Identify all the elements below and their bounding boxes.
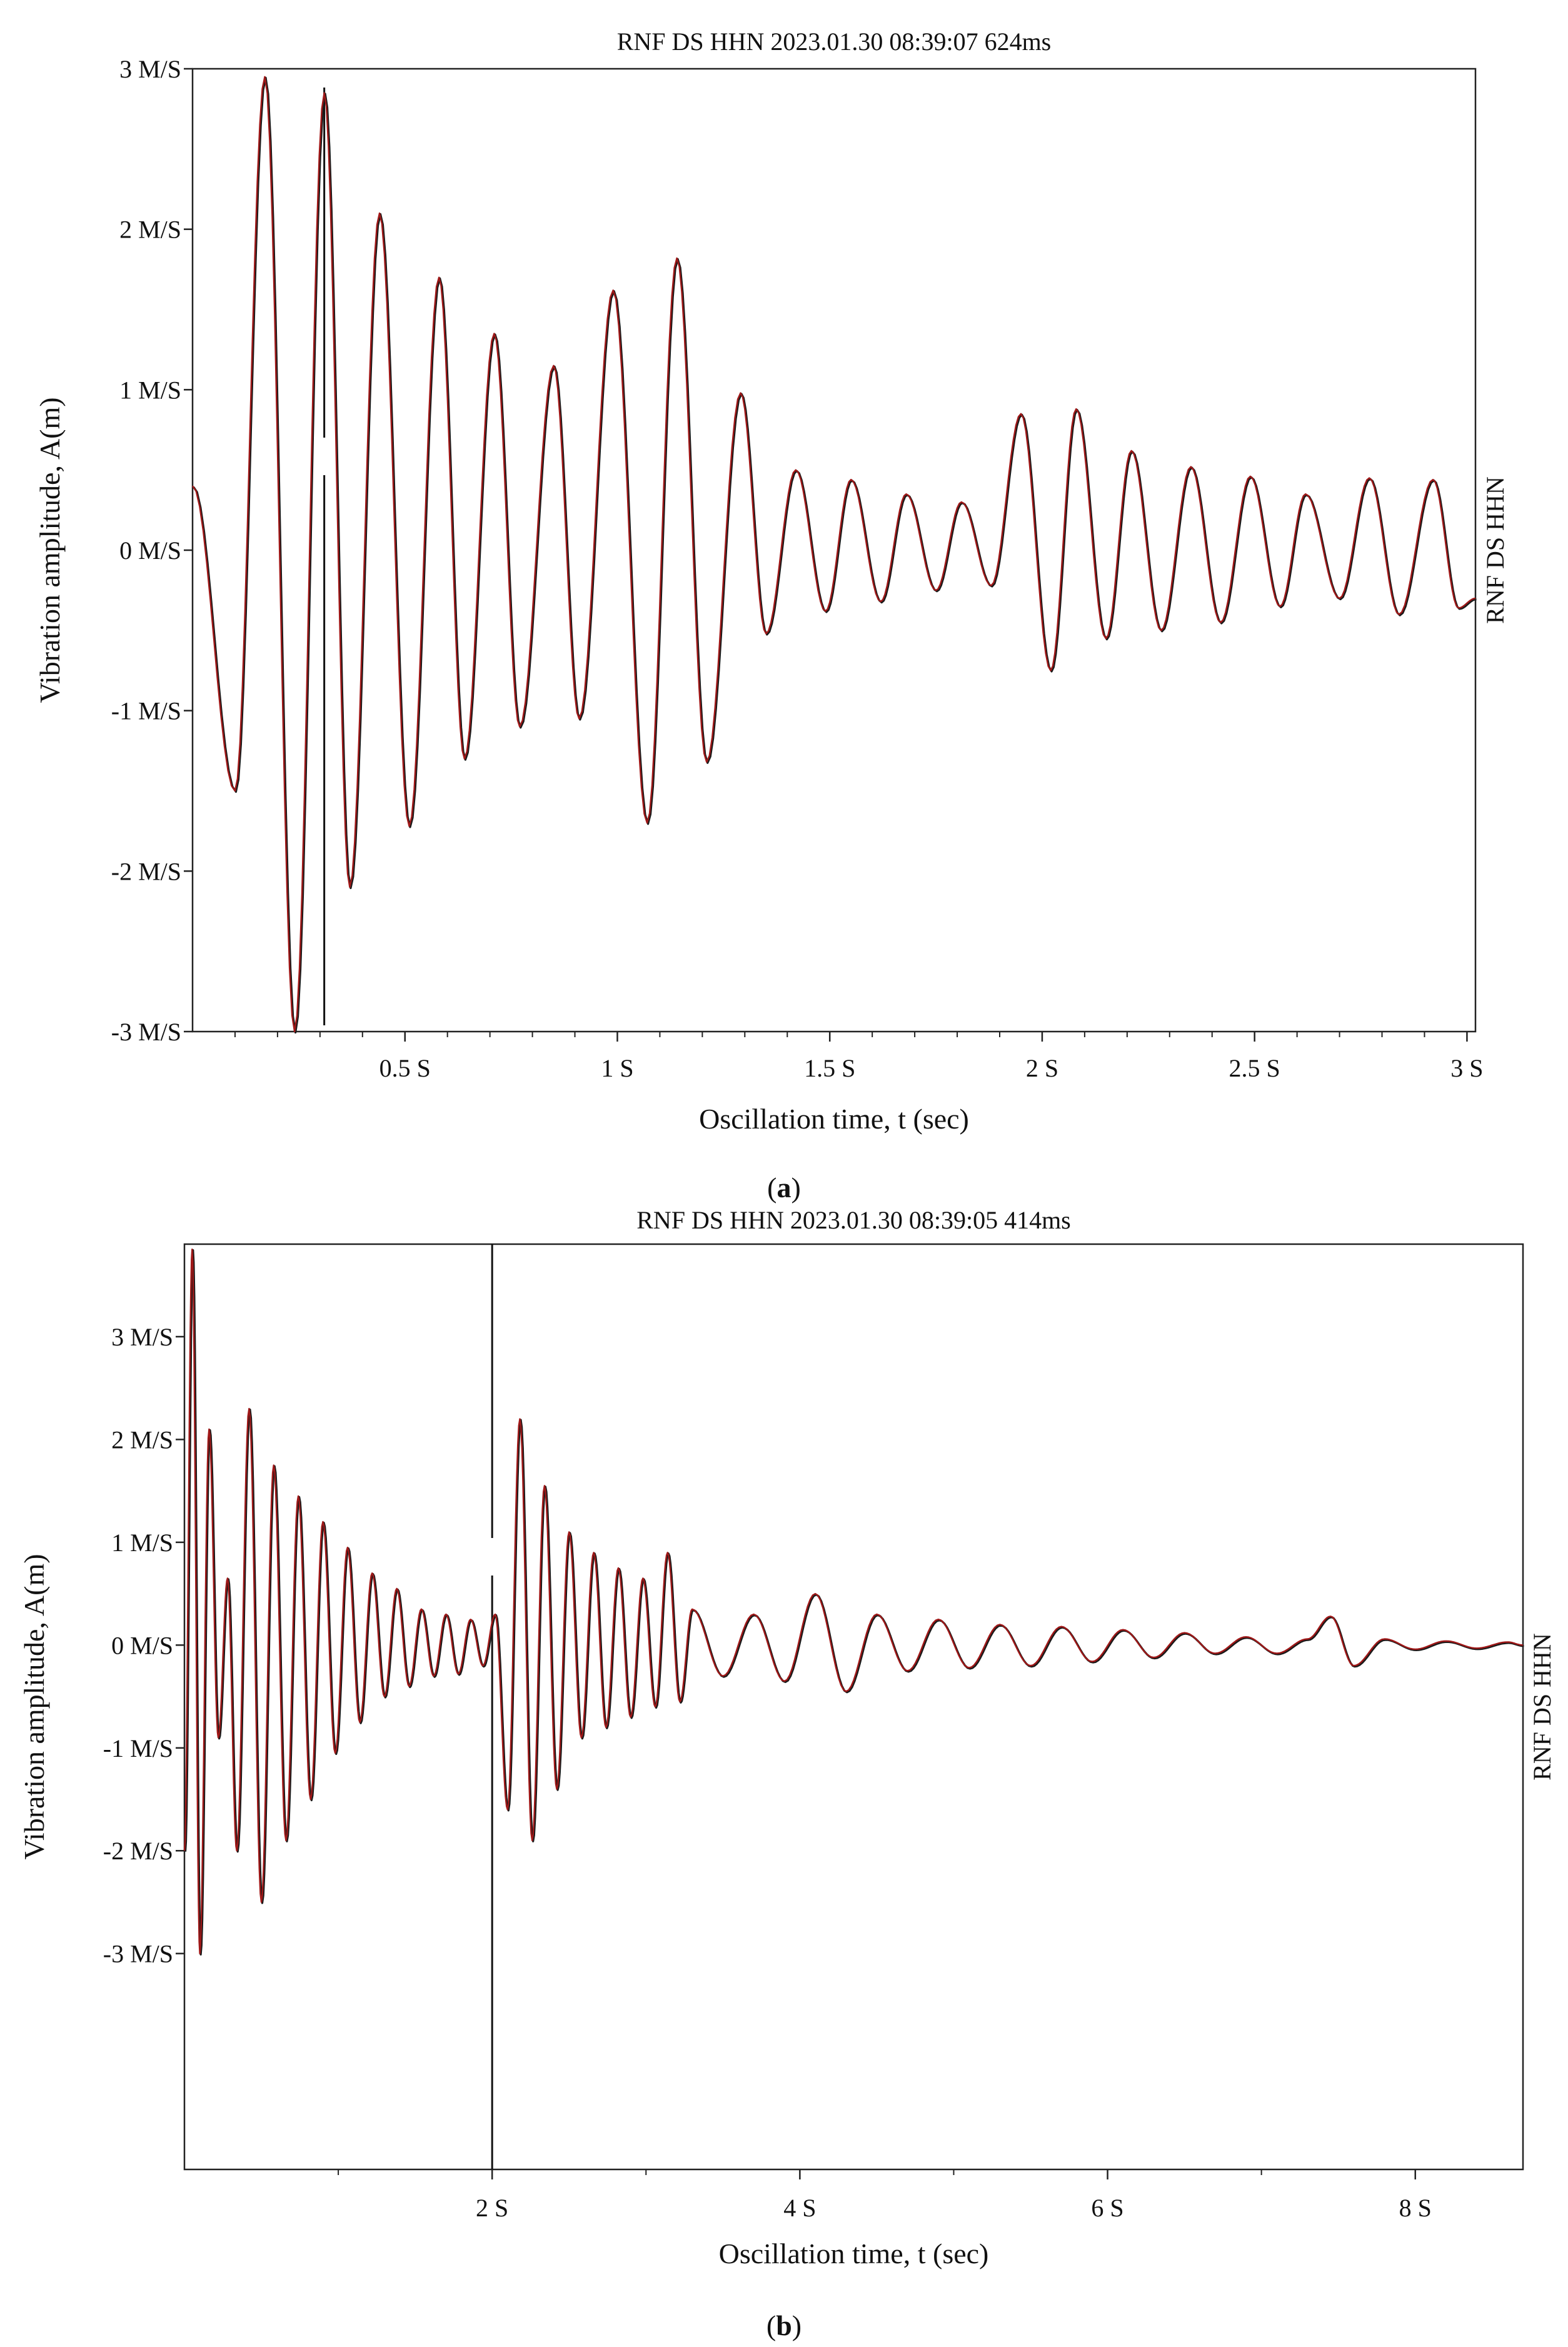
x-tick-label: 6 S <box>1091 2194 1123 2222</box>
y-tick-label: -1 M/S <box>111 697 181 725</box>
x-tick-label: 2 S <box>476 2194 508 2222</box>
x-tick-label: 8 S <box>1399 2194 1432 2222</box>
chart-title: RNF DS HHN 2023.01.30 08:39:07 624ms <box>617 28 1052 56</box>
y-tick-label: -2 M/S <box>103 1837 173 1865</box>
caption-a: (a) <box>767 1172 801 1204</box>
x-tick-label: 0.5 S <box>379 1054 431 1082</box>
y-tick-label: 1 M/S <box>111 1529 173 1557</box>
y-axis-label: Vibration amplitude, A(m) <box>18 1554 50 1859</box>
right-channel-label: RNF DS HHN <box>1481 476 1509 624</box>
y-tick-label: 3 M/S <box>119 55 181 83</box>
y-tick-label: 0 M/S <box>111 1631 173 1659</box>
chart-title: RNF DS HHN 2023.01.30 08:39:05 414ms <box>636 1206 1071 1234</box>
waveform-shadow <box>184 1249 1524 1956</box>
waveform-shadow <box>193 76 1477 1034</box>
x-tick-label: 4 S <box>783 2194 816 2222</box>
waveform-trace <box>192 76 1476 1033</box>
chart-b: RNF DS HHN 2023.01.30 08:39:05 414ms 3 M/… <box>18 1206 1556 2269</box>
y-tick-label: 0 M/S <box>119 536 181 565</box>
y-tick-label: 2 M/S <box>111 1425 173 1454</box>
y-axis-label: Vibration amplitude, A(m) <box>34 397 66 703</box>
x-tick-label: 1.5 S <box>804 1054 855 1082</box>
chart-a: RNF DS HHN 2023.01.30 08:39:07 624ms 3 M/… <box>34 28 1509 1135</box>
y-tick-label: 1 M/S <box>119 376 181 404</box>
plot-frame <box>191 68 1477 1033</box>
x-tick-label: 3 S <box>1450 1054 1483 1082</box>
waveform-trace <box>183 1249 1524 1954</box>
y-tick-label: -1 M/S <box>103 1734 173 1762</box>
x-tick-label: 2 S <box>1026 1054 1058 1082</box>
right-channel-label: RNF DS HHN <box>1528 1633 1556 1781</box>
y-tick-label: -2 M/S <box>111 857 181 885</box>
x-tick-label: 1 S <box>601 1054 633 1082</box>
x-axis-label: Oscillation time, t (sec) <box>699 1103 969 1135</box>
y-tick-label: 2 M/S <box>119 216 181 244</box>
y-tick-label: 3 M/S <box>111 1323 173 1351</box>
y-tick-label: -3 M/S <box>111 1018 181 1046</box>
x-tick-label: 2.5 S <box>1229 1054 1280 1082</box>
x-axis-label: Oscillation time, t (sec) <box>719 2238 989 2269</box>
y-tick-label: -3 M/S <box>103 1940 173 1968</box>
plot-frame <box>183 1243 1524 2171</box>
caption-b: (b) <box>766 2309 802 2341</box>
